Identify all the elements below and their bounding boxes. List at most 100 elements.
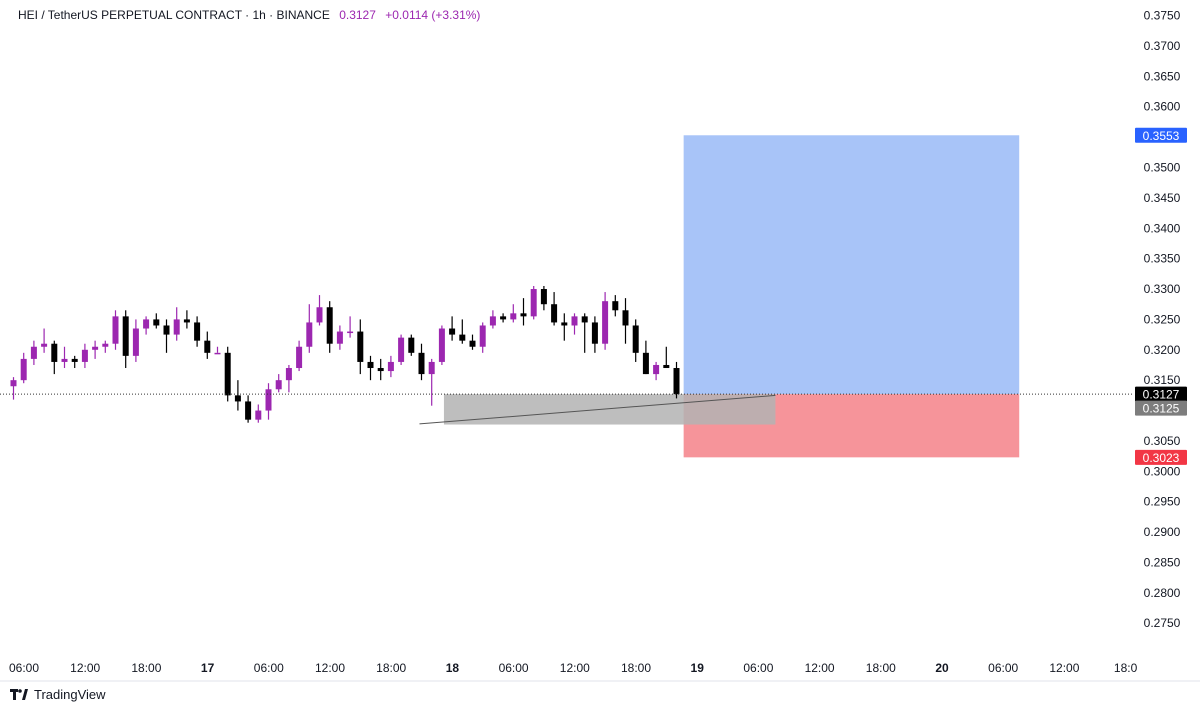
candle [398,334,405,365]
candle [183,310,190,329]
time-tick-label: 12:00 [70,661,100,675]
price-tick-label: 0.3300 [1144,282,1181,296]
candle [245,395,252,423]
price-tick-label: 0.3700 [1144,39,1181,53]
price-axis: 0.3750 0.3700 0.3650 0.3600 0.3500 0.3450 0.34… [1135,9,1187,630]
candle [122,310,129,369]
candle-body [194,322,201,341]
candle-body [581,316,588,323]
candle-body [469,340,476,347]
target-zone [683,135,1020,395]
candle-body [642,352,649,375]
brand-name: TradingView [34,687,106,702]
price-label-text: 0.3553 [1143,129,1180,143]
candle [602,292,609,350]
candle-body [81,349,88,362]
candle [234,380,241,411]
candle-body [20,358,27,381]
candle [561,313,568,341]
tradingview-logo-icon [10,689,28,700]
candle-body [122,316,129,356]
candle [20,352,27,384]
time-tick-label: 06:00 [988,661,1018,675]
candle-body [71,358,78,362]
price-label-bg [1135,400,1187,416]
candle [102,340,109,353]
candle-body [449,328,456,335]
time-tick-label: 20 [935,661,949,675]
time-tick-label: 12:00 [560,661,590,675]
candle-body [163,325,170,335]
candle-body [357,331,364,362]
candle-body [204,340,211,353]
candle-body [551,304,558,323]
candle-body [51,343,58,362]
candle-body [489,316,496,326]
candle-body [296,346,303,369]
candle-body [61,358,68,362]
price-tick-label: 0.2800 [1144,586,1181,600]
candle-body [41,343,48,347]
candle [540,285,547,311]
candle [408,334,415,356]
candle [357,319,364,375]
candle [194,316,201,347]
candle [10,377,17,400]
candle-body [316,307,323,323]
candle [81,343,88,369]
price-tick-label: 0.3000 [1144,464,1181,478]
candle [377,358,384,381]
price-tick-label: 0.3400 [1144,221,1181,235]
candle [224,346,231,402]
candle-body [602,301,609,344]
candle-body [347,331,354,334]
price-tick-label: 0.3150 [1144,373,1181,387]
candle [153,313,160,329]
candle [255,404,262,423]
candle [663,346,670,369]
candle-body [530,289,537,317]
candle-body [326,307,333,344]
price-tick-label: 0.3750 [1144,9,1181,23]
candle [438,325,445,365]
candle [204,331,211,359]
candle-body [214,352,221,355]
candle-body [265,389,272,411]
brand-logo[interactable]: TradingView [10,687,106,702]
candle-body [398,337,405,362]
candle-body [102,343,109,347]
symbol-title[interactable]: HEI / TetherUS PERPETUAL CONTRACT · 1h ·… [18,8,330,22]
price-tick-label: 0.3600 [1144,100,1181,114]
candle [520,298,527,326]
candle [30,340,37,365]
candle [112,310,119,350]
candle [489,310,496,329]
candle [326,301,333,353]
trendline [419,394,776,425]
candle [51,340,58,375]
candle [92,340,99,359]
candle-body [418,352,425,375]
candle [306,304,313,353]
candle [61,346,68,369]
price-tick-label: 0.3050 [1144,434,1181,448]
candle [71,355,78,369]
candle [285,364,292,393]
price-label-text: 0.3125 [1143,402,1180,416]
support-zone [443,394,776,425]
candle-body [622,310,629,326]
candle-body [561,322,568,326]
candle-body [143,319,150,329]
price-label-text: 0.3127 [1143,388,1180,402]
candle [500,313,507,323]
candle [673,361,680,399]
time-tick-label: 12:00 [315,661,345,675]
time-tick-label: 06:00 [743,661,773,675]
time-axis: 06:00 12:00 18:00 17 06:00 12:00 18:00 18 06:00 1… [0,661,1200,682]
time-tick-label: 18 [446,661,460,675]
price-tick-label: 0.2750 [1144,616,1181,630]
candle [551,292,558,326]
price-axis-label: 0.3125 [1135,400,1187,416]
time-tick-label: 06:00 [9,661,39,675]
